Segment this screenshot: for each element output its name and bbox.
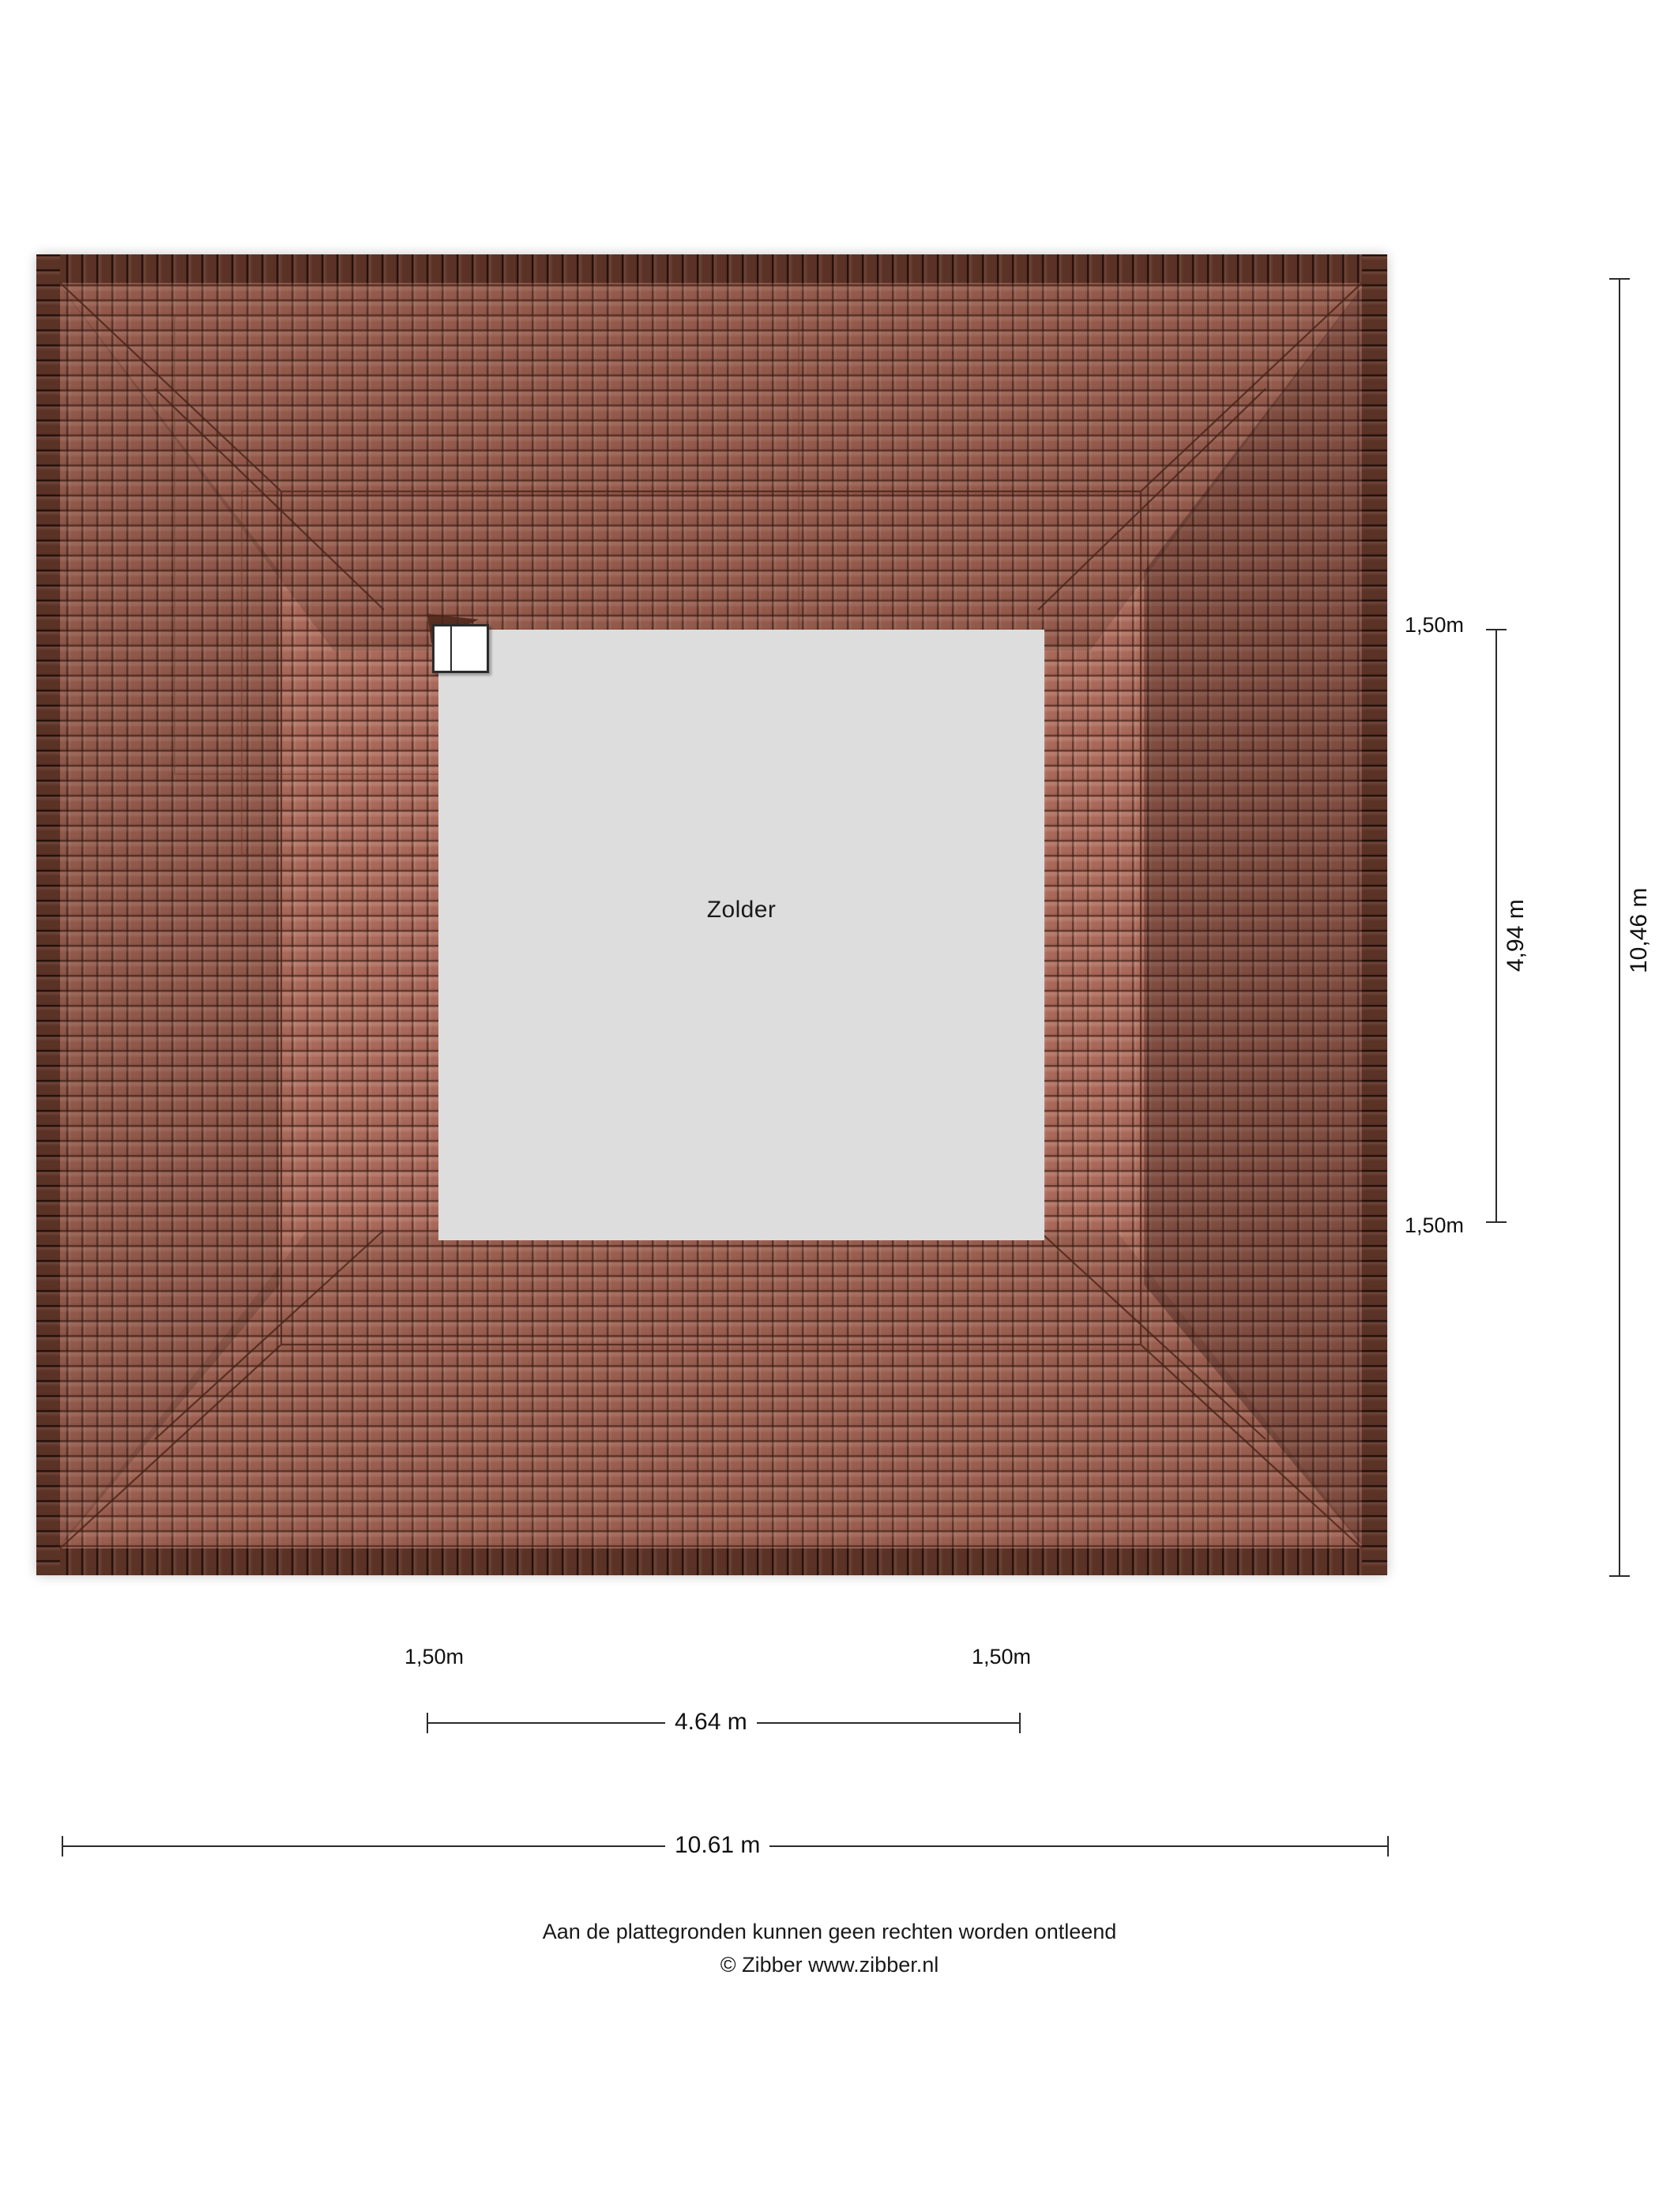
footer-disclaimer: Aan de plattegronden kunnen geen rechten… [542,1920,1117,1943]
dim-line-494 [1486,629,1507,1223]
roof-eave-left [36,254,60,1575]
dim-label-1061: 10.61 m [665,1832,770,1859]
roof-ridge-top [36,254,1387,283]
roof-eave-bottom [36,1548,1387,1575]
room-zolder: Zolder [438,630,1044,1240]
dim-line-1046 [1609,278,1630,1577]
dim-right-lower-150: 1,50m [1405,1213,1465,1237]
roof-hip-lines [59,282,1363,1549]
roof-eave-right [1362,254,1387,1575]
dim-bottom-right-150: 1,50m [972,1645,1032,1668]
dim-label-464: 4.64 m [665,1709,757,1736]
dim-label-494: 4,94 m [1503,899,1529,972]
skylight-mullion [450,626,452,671]
footer: Aan de plattegronden kunnen geen rechten… [0,1915,1659,1981]
skylight-window [432,624,489,673]
dim-label-1046: 10,46 m [1626,887,1652,973]
dim-right-upper-150: 1,50m [1405,613,1465,637]
room-label-zolder: Zolder [706,897,777,923]
footer-copyright: © Zibber www.zibber.nl [720,1953,939,1977]
dim-bottom-left-150: 1,50m [404,1645,465,1668]
